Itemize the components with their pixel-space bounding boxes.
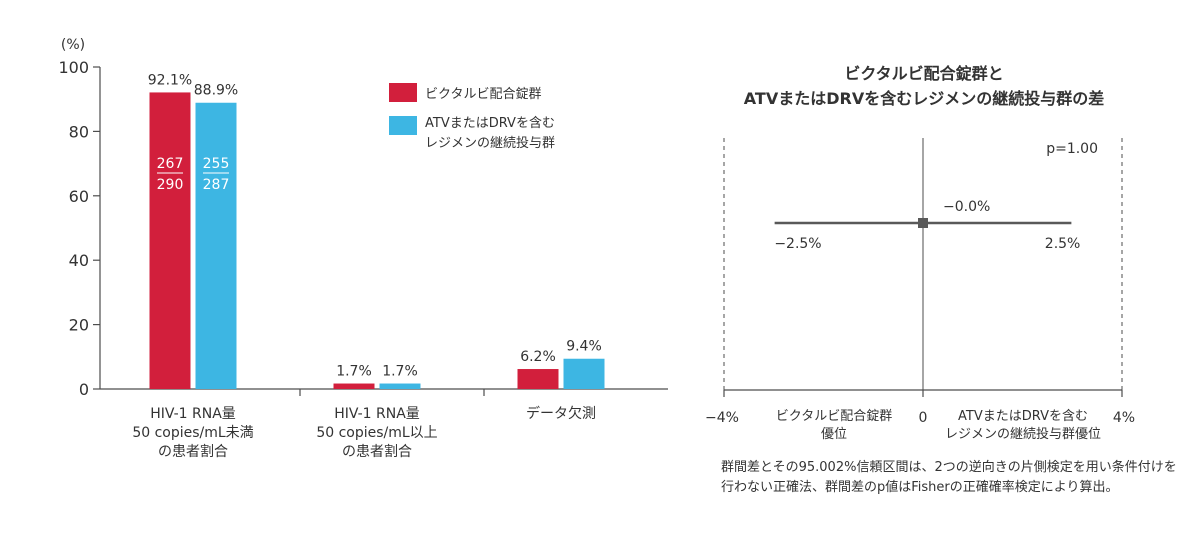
- x-category-label: 50 copies/mL未満: [132, 425, 253, 441]
- forest-title-line2: ATVまたはDRVを含むレジメンの継続投与群の差: [744, 89, 1104, 108]
- p-value-label: p=1.00: [1046, 141, 1098, 157]
- x-category-label: HIV-1 RNA量: [334, 406, 420, 422]
- bar-value-label: 6.2%: [520, 349, 556, 365]
- legend: ビクタルビ配合錠群 ATVまたはDRVを含むレジメンの継続投与群: [389, 83, 555, 151]
- favors-right-line2: レジメンの継続投与群優位: [945, 426, 1101, 442]
- ci-low-label: −2.5%: [774, 236, 821, 252]
- fraction-denominator: 290: [157, 177, 184, 193]
- legend-swatch-bictarvy: [389, 83, 417, 102]
- bar-value-label: 1.7%: [382, 364, 418, 380]
- bar-value-label: 1.7%: [336, 364, 372, 380]
- y-tick-label: 60: [69, 187, 89, 206]
- bar: [379, 383, 421, 389]
- favors-left-line1: ビクタルビ配合錠群: [776, 409, 892, 424]
- bar-fractions: 267 290 255 287: [157, 156, 230, 193]
- y-tick-label: 100: [58, 58, 89, 77]
- x-tick-label-max: 4%: [1113, 410, 1135, 426]
- legend-swatch-comparator: [389, 116, 417, 135]
- favors-right-line1: ATVまたはDRVを含む: [958, 408, 1088, 424]
- estimate-label: −0.0%: [943, 199, 990, 215]
- favors-left-line2: 優位: [821, 427, 847, 442]
- x-category-label: の患者割合: [342, 443, 412, 460]
- bar-value-label: 92.1%: [148, 72, 192, 88]
- bar: [563, 358, 605, 389]
- x-category-label: 50 copies/mL以上: [316, 425, 437, 441]
- bar-value-labels: 92.1% 1.7% 6.2% 88.9% 1.7% 9.4%: [148, 72, 602, 379]
- bar: [149, 92, 191, 390]
- fraction-numerator: 267: [157, 156, 184, 172]
- bar: [333, 383, 375, 389]
- legend-label-comparator: ATVまたはDRVを含むレジメンの継続投与群: [425, 115, 555, 151]
- y-tick-label: 80: [69, 122, 89, 141]
- x-tick-label-min: −4%: [705, 410, 739, 426]
- bar-value-label: 9.4%: [566, 339, 602, 355]
- x-tick-label-zero: 0: [919, 410, 928, 426]
- footnote: 群間差とその95.002%信頼区間は、2つの逆向きの片側検定を用い条件付けを行わ…: [721, 460, 1177, 495]
- ci-high-label: 2.5%: [1045, 236, 1081, 252]
- y-tick-label: 20: [69, 316, 89, 335]
- bar: [517, 369, 559, 389]
- y-axis-unit: (%): [61, 37, 85, 53]
- fraction-denominator: 287: [203, 177, 230, 193]
- bar-value-label: 88.9%: [194, 83, 238, 99]
- forest-title-line1: ビクタルビ配合錠群と: [844, 64, 1003, 83]
- forest-plot: ビクタルビ配合錠群と ATVまたはDRVを含むレジメンの継続投与群の差 p=1.…: [705, 64, 1135, 442]
- y-axis-ticks: 0 20 40 60 80 100: [58, 58, 100, 399]
- y-tick-label: 40: [69, 251, 89, 270]
- bar: [195, 102, 237, 389]
- fraction-numerator: 255: [203, 156, 230, 172]
- y-tick-label: 0: [79, 380, 89, 399]
- x-category-label: の患者割合: [158, 443, 228, 460]
- estimate-marker: [918, 218, 928, 228]
- x-category-label: データ欠測: [526, 405, 596, 422]
- legend-label-bictarvy: ビクタルビ配合錠群: [425, 87, 541, 102]
- bars: [149, 92, 605, 390]
- x-category-label: HIV-1 RNA量: [150, 406, 236, 422]
